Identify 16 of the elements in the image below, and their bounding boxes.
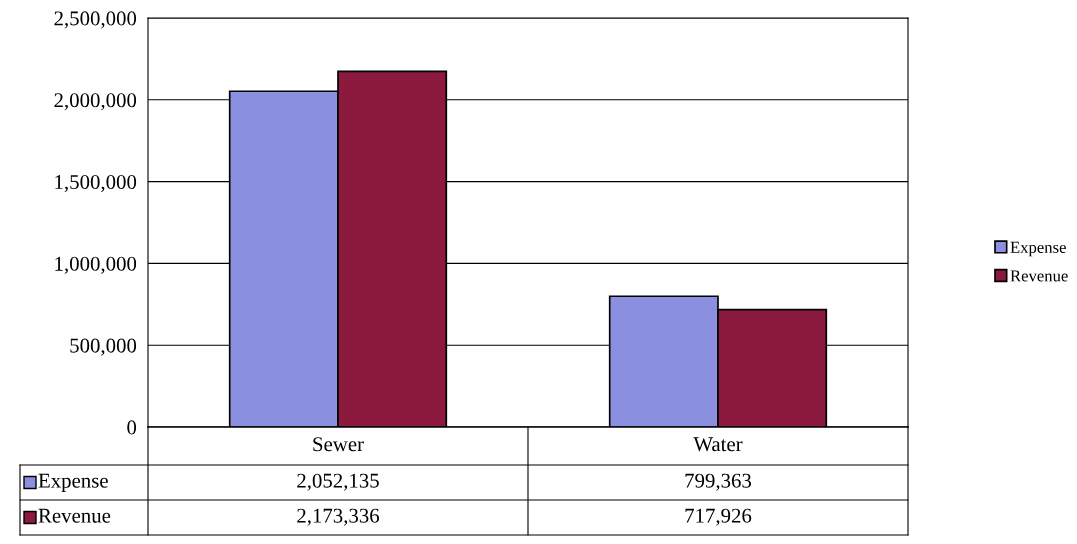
y-tick-label: 2,500,000 — [54, 11, 137, 29]
y-tick-label: 500,000 — [70, 338, 137, 356]
y-tick-label: 0 — [127, 420, 137, 435]
data-label: 717,926 — [685, 508, 752, 526]
text: Revenue — [38, 508, 111, 523]
data-label: 799,363 — [685, 473, 752, 491]
legend-label: Revenue — [1010, 270, 1068, 282]
data-label: 2,173,336 — [297, 508, 380, 526]
x-tick-label: Sewer — [313, 437, 364, 452]
text: Expense — [1010, 241, 1066, 257]
y-tick-label: 1,000,000 — [55, 256, 137, 274]
y-tick-label: 2,000,000 — [54, 93, 137, 111]
x-tick-label: Water — [693, 437, 743, 452]
y-tick-label: 1,500,000 — [55, 174, 137, 193]
legend-label: Expense — [38, 473, 108, 492]
data-label: 2,052,135 — [297, 473, 379, 491]
